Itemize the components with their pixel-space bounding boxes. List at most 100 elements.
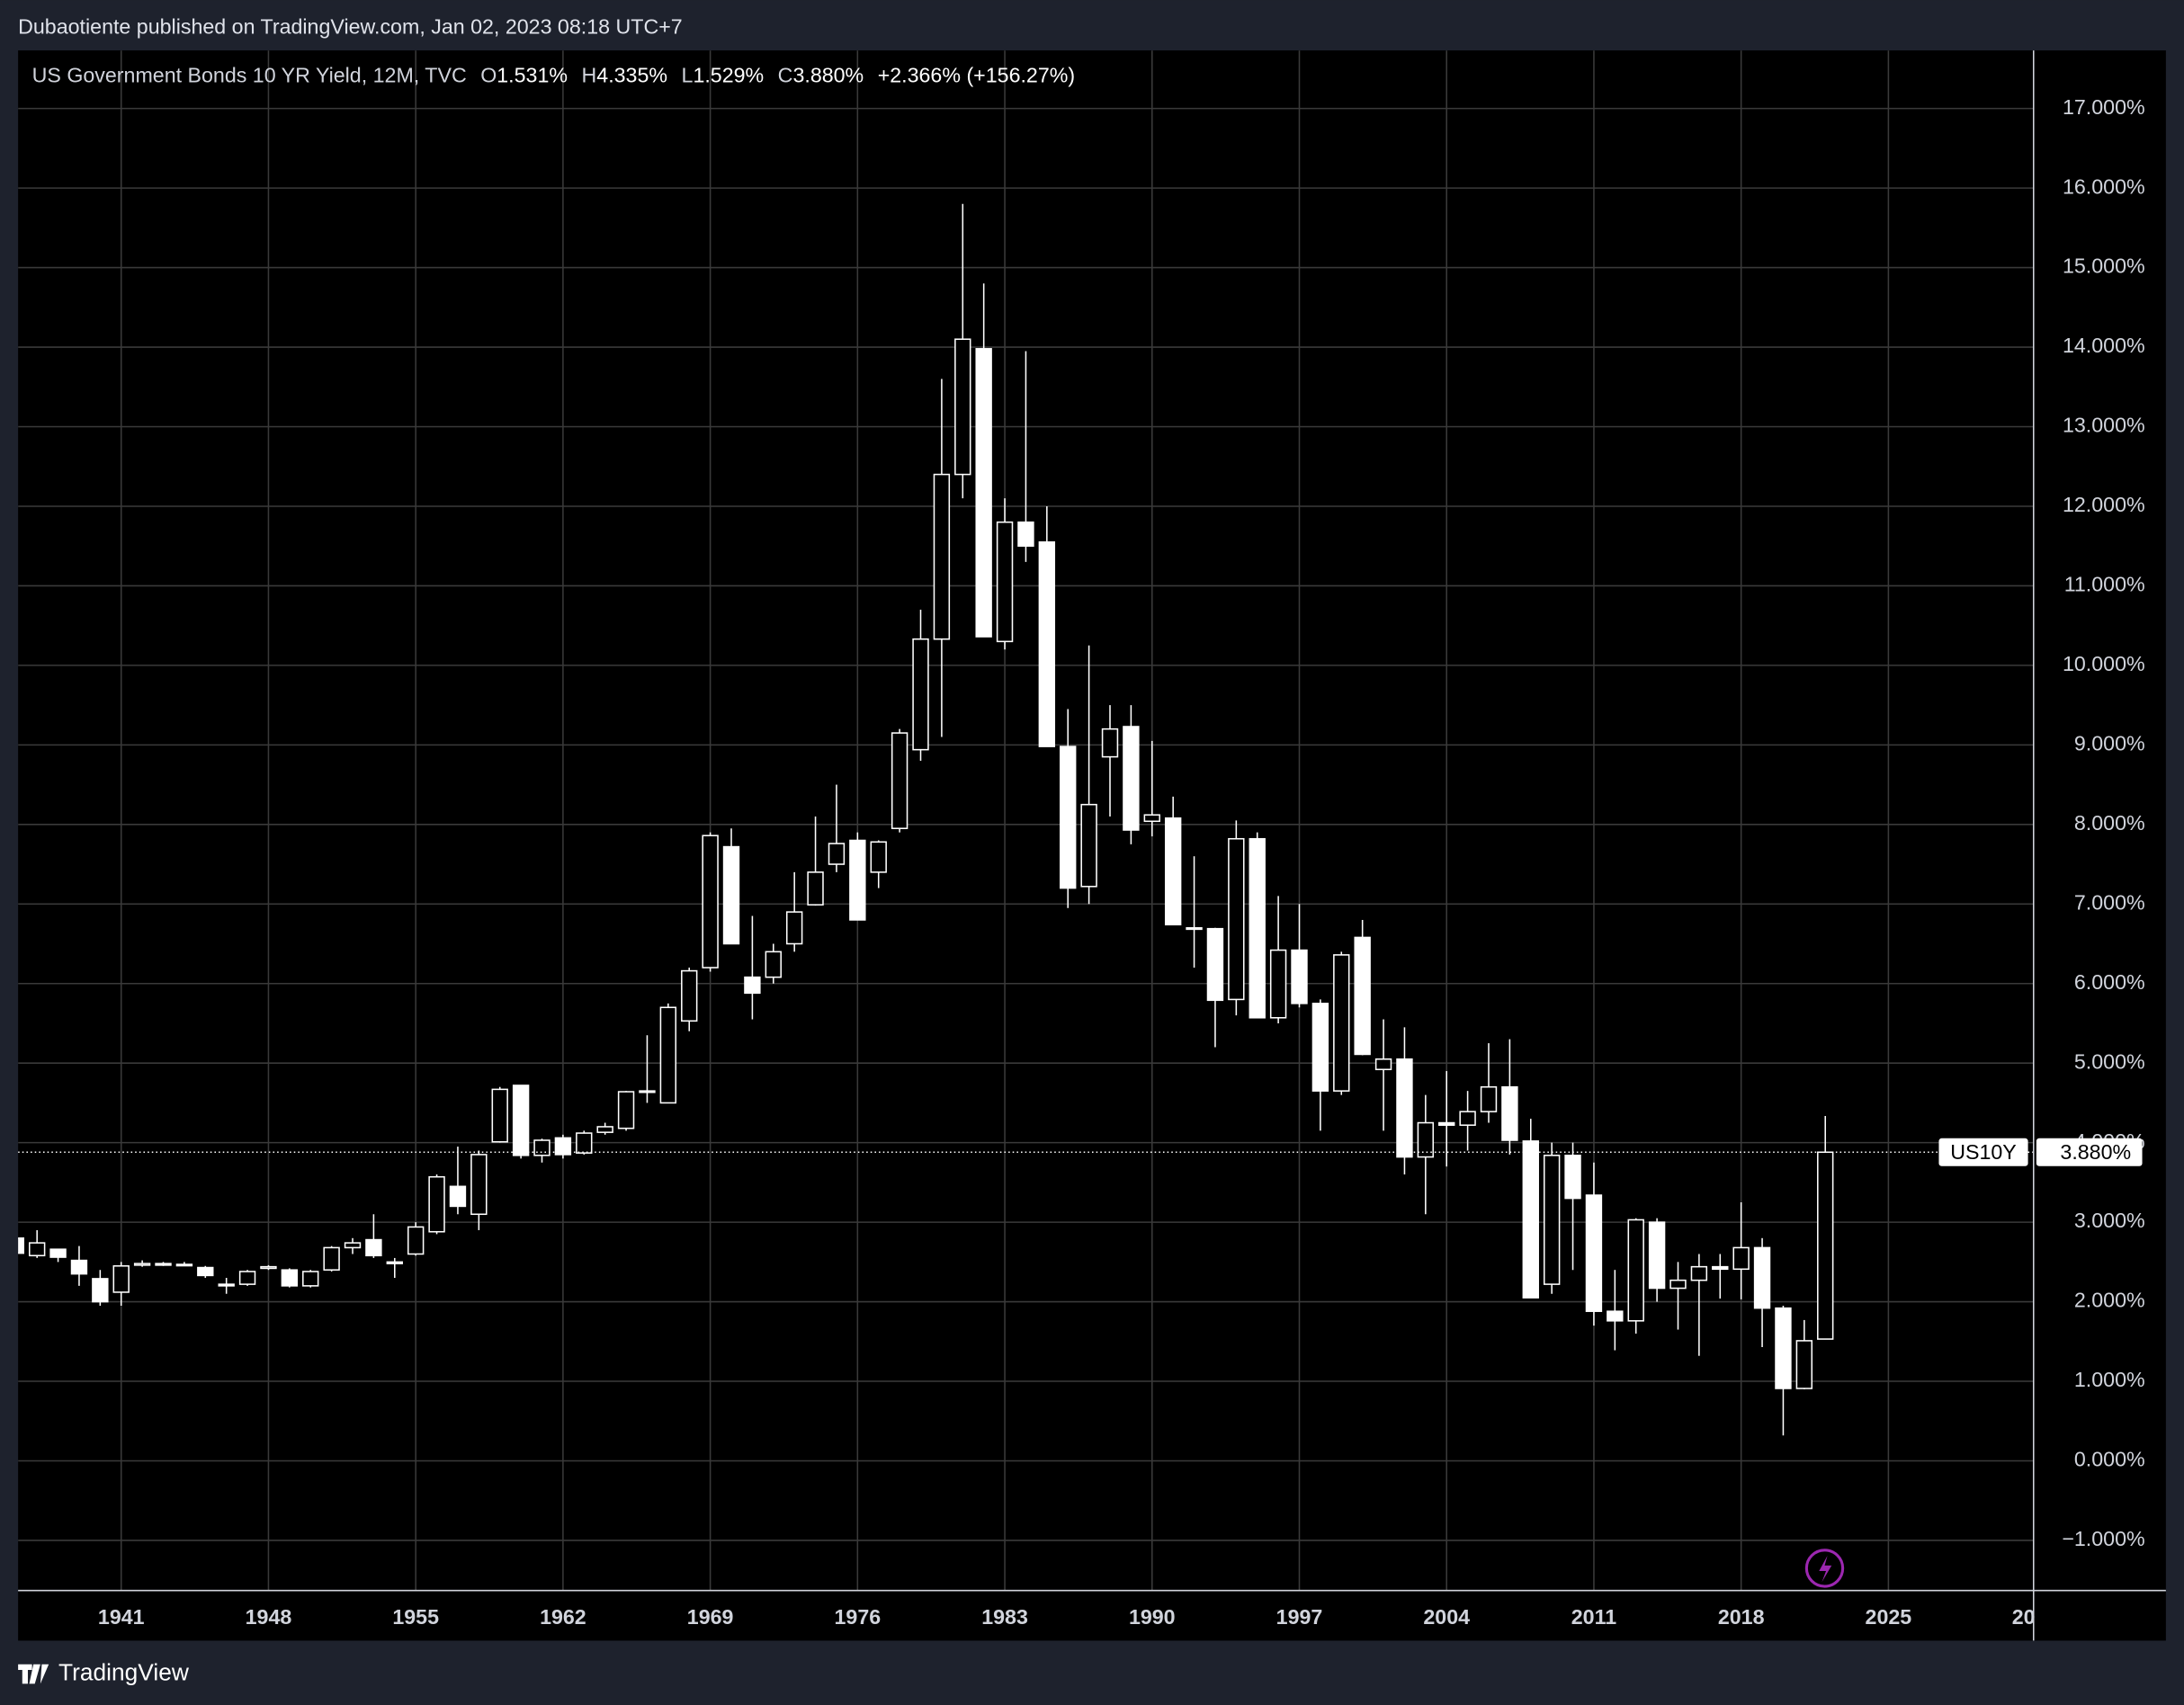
candle-body — [155, 1263, 172, 1266]
candle-body — [133, 1263, 151, 1266]
y-tick-label: 9.000% — [2074, 731, 2145, 754]
candle-body — [1627, 1218, 1644, 1322]
legend-change: +2.366% (+156.27%) — [878, 64, 1075, 87]
candle-body — [218, 1283, 235, 1287]
candle-body — [765, 951, 782, 978]
candle-body — [1291, 949, 1308, 1004]
candle-body — [1669, 1279, 1687, 1290]
y-tick-label: 3.000% — [2074, 1209, 2145, 1232]
candle-body — [891, 732, 909, 830]
candle-body — [1480, 1085, 1498, 1112]
candle-body — [1206, 927, 1224, 1002]
candle-body — [1648, 1221, 1666, 1290]
candle-body — [1753, 1246, 1771, 1309]
legend-key: L — [682, 64, 694, 87]
x-tick-label: 1948 — [246, 1605, 292, 1629]
candle-body — [1374, 1058, 1392, 1071]
x-tick-label: 1983 — [981, 1605, 1028, 1629]
candle-body — [112, 1264, 130, 1293]
x-tick-label: 2025 — [1866, 1605, 1912, 1629]
symbol-label: US10Y — [1950, 1140, 2017, 1164]
candle-body — [617, 1091, 635, 1129]
candle-body — [785, 911, 803, 945]
y-tick-label: −1.000% — [2062, 1527, 2144, 1550]
candle-body — [238, 1271, 256, 1285]
candle-body — [1501, 1085, 1518, 1141]
legend: US Government Bonds 10 YR Yield, 12M, TV… — [32, 64, 1076, 87]
candle-body — [1101, 728, 1119, 758]
candle-body — [1333, 954, 1350, 1092]
candle-body — [1269, 949, 1287, 1019]
candle-body — [828, 843, 846, 865]
axes: −1.000%0.000%1.000%2.000%3.000%4.000%5.0… — [98, 95, 2145, 1629]
candle-body — [870, 841, 887, 873]
candle-body — [912, 638, 929, 751]
candle-body — [1712, 1265, 1729, 1271]
candle-body — [281, 1269, 299, 1287]
candle-body — [744, 976, 761, 995]
lightning-icon[interactable] — [1804, 1549, 1845, 1588]
legend-value: 1.531% — [497, 64, 568, 87]
candle-body — [1459, 1111, 1476, 1126]
candle-body — [1417, 1121, 1435, 1158]
candle-body — [722, 845, 740, 945]
x-tick-label: 1976 — [835, 1605, 882, 1629]
candle-body — [18, 1237, 24, 1254]
candle-body — [639, 1090, 656, 1094]
y-tick-label: 12.000% — [2063, 493, 2145, 516]
candle-body — [975, 348, 992, 638]
candle-body — [1775, 1307, 1792, 1389]
candle-body — [302, 1271, 319, 1287]
candle-body — [1060, 745, 1077, 889]
candle-body — [1817, 1151, 1834, 1340]
x-tick-label: 1962 — [540, 1605, 586, 1629]
candle-body — [365, 1238, 382, 1257]
symbol-label-box — [1938, 1138, 2028, 1166]
candles — [18, 203, 2034, 1436]
candle-body — [407, 1226, 425, 1255]
candle-body — [1123, 726, 1140, 831]
candle-body — [175, 1263, 193, 1267]
candle-body — [576, 1132, 593, 1154]
candle-body — [681, 969, 698, 1022]
y-tick-label: 11.000% — [2064, 573, 2145, 596]
candle-body — [1585, 1194, 1603, 1312]
y-tick-label: 8.000% — [2074, 811, 2145, 835]
candle-body — [1186, 927, 1203, 931]
y-tick-label: 1.000% — [2074, 1368, 2145, 1391]
candle-body — [1354, 936, 1371, 1056]
candle-body — [1564, 1155, 1581, 1200]
legend-key: O — [480, 64, 497, 87]
y-tick-label: 0.000% — [2074, 1448, 2145, 1471]
candle-body — [386, 1261, 403, 1264]
y-tick-label: 2.000% — [2074, 1289, 2145, 1312]
x-tick-label: 1955 — [392, 1605, 439, 1629]
candle-body — [449, 1185, 467, 1208]
candle-body — [92, 1278, 109, 1303]
price-label: 3.880% — [2060, 1140, 2131, 1164]
y-tick-label: 10.000% — [2063, 652, 2145, 675]
candle-body — [28, 1242, 46, 1257]
y-tick-label: 5.000% — [2074, 1049, 2145, 1073]
candle-body — [1311, 1003, 1329, 1092]
candle-body — [659, 1006, 677, 1104]
candle-body — [1228, 837, 1245, 1001]
price-label-box — [2036, 1138, 2143, 1166]
legend-line: US Government Bonds 10 YR Yield, 12M, TV… — [32, 64, 1076, 87]
candle-body — [933, 473, 951, 640]
y-tick-label: 17.000% — [2063, 95, 2145, 119]
candle-body — [1607, 1310, 1624, 1322]
candle-body — [1795, 1340, 1813, 1389]
candle-body — [807, 871, 824, 906]
tradingview-logo — [18, 1664, 49, 1684]
x-tick-label: 1990 — [1129, 1605, 1176, 1629]
lightning-bolt — [1819, 1555, 1832, 1583]
candle-body — [491, 1088, 508, 1143]
candle-body — [1249, 837, 1266, 1019]
x-tick-label: 2011 — [1571, 1605, 1616, 1629]
candle-body — [1543, 1155, 1561, 1285]
x-tick-label: 2018 — [1718, 1605, 1765, 1629]
candle-body — [1690, 1265, 1708, 1281]
candle-body — [1438, 1121, 1455, 1126]
